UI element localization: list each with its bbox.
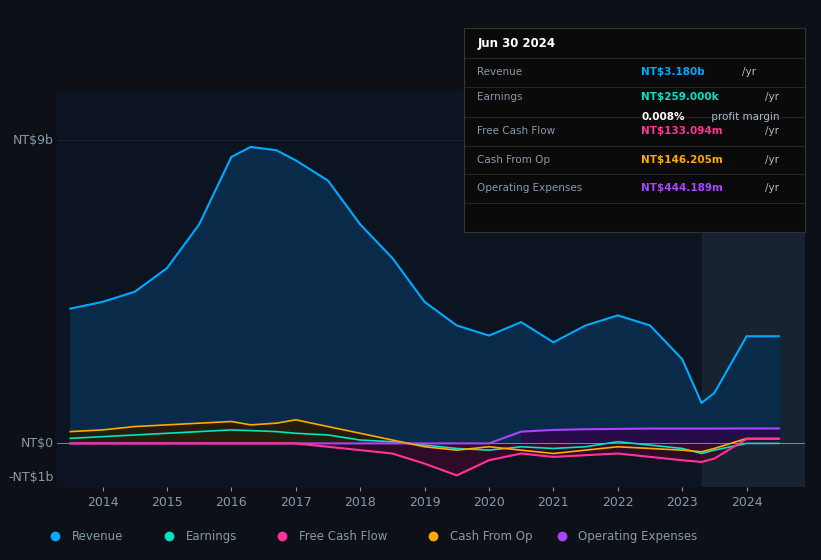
Text: profit margin: profit margin	[709, 112, 780, 122]
Text: NT$0: NT$0	[21, 437, 53, 450]
Text: NT$444.189m: NT$444.189m	[641, 184, 723, 193]
Text: NT$3.180b: NT$3.180b	[641, 67, 704, 77]
Text: /yr: /yr	[764, 92, 778, 102]
Text: Free Cash Flow: Free Cash Flow	[299, 530, 387, 543]
Text: NT$9b: NT$9b	[13, 134, 53, 147]
Text: NT$146.205m: NT$146.205m	[641, 155, 722, 165]
Text: Revenue: Revenue	[72, 530, 123, 543]
Text: Revenue: Revenue	[478, 67, 523, 77]
Text: /yr: /yr	[742, 67, 756, 77]
Text: /yr: /yr	[764, 155, 778, 165]
Text: Operating Expenses: Operating Expenses	[578, 530, 697, 543]
Text: Cash From Op: Cash From Op	[478, 155, 551, 165]
Text: Operating Expenses: Operating Expenses	[478, 184, 583, 193]
Text: Cash From Op: Cash From Op	[450, 530, 532, 543]
Text: Jun 30 2024: Jun 30 2024	[478, 37, 556, 50]
Text: Earnings: Earnings	[478, 92, 523, 102]
Bar	[701, 90, 805, 487]
Text: Free Cash Flow: Free Cash Flow	[478, 126, 556, 136]
Text: /yr: /yr	[764, 184, 778, 193]
Text: NT$133.094m: NT$133.094m	[641, 126, 722, 136]
Text: 0.008%: 0.008%	[641, 112, 685, 122]
Text: /yr: /yr	[764, 126, 778, 136]
Text: Earnings: Earnings	[186, 530, 236, 543]
Text: NT$259.000k: NT$259.000k	[641, 92, 718, 102]
Text: -NT$1b: -NT$1b	[8, 470, 53, 484]
